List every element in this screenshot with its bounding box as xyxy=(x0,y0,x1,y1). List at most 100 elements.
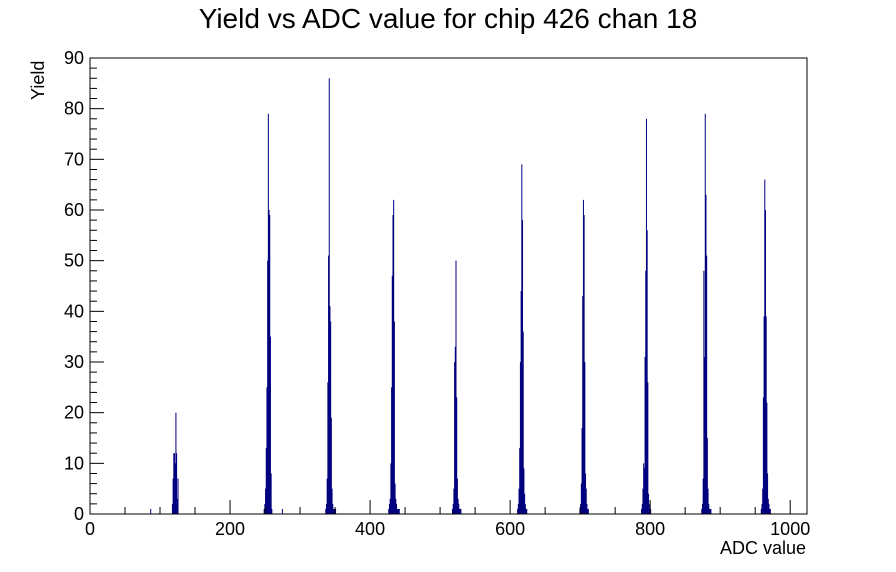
histogram-bar xyxy=(388,503,390,514)
histogram-bar xyxy=(176,498,178,514)
histogram-bar xyxy=(762,397,764,514)
histogram-bar xyxy=(172,478,174,514)
histogram-bar xyxy=(454,346,456,514)
histogram-bar xyxy=(519,362,521,514)
histogram-bar xyxy=(702,478,704,514)
histogram-bar xyxy=(397,508,399,514)
histogram-bar xyxy=(265,488,267,514)
histogram-bar xyxy=(523,468,525,514)
histogram-bar xyxy=(269,215,271,515)
histogram-bar xyxy=(586,503,588,514)
histogram-bar xyxy=(271,508,273,514)
chart-title: Yield vs ADC value for chip 426 chan 18 xyxy=(199,3,698,34)
histogram-bar xyxy=(456,478,458,514)
histogram-bar xyxy=(388,508,390,514)
histogram-bar xyxy=(643,468,645,514)
histogram-bar xyxy=(647,382,649,514)
histogram-bar xyxy=(268,210,270,514)
x-tick-label: 800 xyxy=(635,519,665,539)
histogram-bar xyxy=(393,199,395,514)
histogram-bar xyxy=(525,508,527,514)
histogram-bar xyxy=(585,488,587,514)
histogram-bar xyxy=(769,508,771,514)
histogram-bar xyxy=(522,331,524,514)
histogram-bar xyxy=(581,427,583,514)
histogram-bar xyxy=(766,402,768,514)
histogram-bar xyxy=(174,463,176,514)
y-tick-label: 50 xyxy=(64,251,84,271)
histogram-bar xyxy=(325,508,327,514)
histogram-bar xyxy=(704,113,706,514)
histogram-bar xyxy=(174,453,176,514)
histogram-bar xyxy=(281,508,283,514)
y-tick-label: 10 xyxy=(64,453,84,473)
histogram-bar xyxy=(458,503,460,514)
y-tick-label: 0 xyxy=(74,504,84,524)
histogram-bar xyxy=(395,498,397,514)
histogram-bar xyxy=(332,503,334,514)
histogram-bars xyxy=(150,78,771,515)
histogram-bar xyxy=(391,275,393,514)
histogram-bar xyxy=(580,483,582,514)
histogram-bar xyxy=(763,316,765,514)
y-tick-label: 90 xyxy=(64,48,84,68)
histogram-bar xyxy=(395,503,397,514)
histogram-bar xyxy=(330,417,332,514)
histogram-bar xyxy=(460,508,462,514)
histogram-bar xyxy=(517,503,519,514)
histogram-bar xyxy=(331,488,333,514)
histogram-bar xyxy=(584,362,586,514)
histogram-bar xyxy=(269,336,271,514)
histogram-bar xyxy=(582,296,584,514)
histogram-bar xyxy=(704,356,706,514)
histogram-bar xyxy=(706,438,708,514)
histogram-bar xyxy=(764,210,766,514)
histogram-bar xyxy=(392,215,394,515)
histogram-bar xyxy=(767,498,769,514)
histogram-bar xyxy=(454,362,456,514)
x-tick-label: 1000 xyxy=(770,519,810,539)
histogram-bar xyxy=(175,412,177,514)
histogram-bar xyxy=(389,498,391,514)
histogram-bar xyxy=(587,508,589,514)
histogram-bar xyxy=(644,356,646,514)
histogram-bar xyxy=(641,503,643,514)
y-tick-label: 30 xyxy=(64,352,84,372)
histogram-bar xyxy=(648,503,650,514)
histogram-bar xyxy=(267,113,269,514)
x-tick-label: 200 xyxy=(215,519,245,539)
histogram-bar xyxy=(459,508,461,514)
histogram-bar xyxy=(583,215,585,515)
histogram-bar xyxy=(764,179,766,514)
histogram-bar xyxy=(643,463,645,514)
histogram-bar xyxy=(332,508,334,514)
histogram-bar xyxy=(585,473,587,514)
histogram-bar xyxy=(762,488,764,514)
plot-frame xyxy=(89,57,808,515)
histogram-bar xyxy=(708,508,710,514)
histogram-bar xyxy=(459,508,461,514)
histogram-bar xyxy=(398,508,400,514)
histogram-bar xyxy=(522,220,524,514)
histogram-bar xyxy=(642,488,644,514)
histogram-bar xyxy=(769,508,771,514)
histogram-bar xyxy=(761,503,763,514)
histogram-bar xyxy=(709,508,711,514)
histogram-bar xyxy=(267,260,269,514)
histogram-bar xyxy=(327,382,329,514)
histogram-bar xyxy=(325,503,327,514)
histogram-bar xyxy=(641,508,643,514)
histogram-bar xyxy=(526,508,528,514)
histogram-bar xyxy=(457,498,459,514)
histogram-bar xyxy=(519,448,521,514)
histogram-bar xyxy=(390,463,392,514)
histogram-bar xyxy=(582,199,584,514)
histogram-bar xyxy=(263,508,265,514)
histogram-bar xyxy=(270,473,272,514)
x-tick-label: 600 xyxy=(495,519,525,539)
histogram-bar xyxy=(710,508,712,514)
histogram-bar xyxy=(455,260,457,514)
histogram-bar xyxy=(707,488,709,514)
histogram-bar xyxy=(177,478,179,514)
histogram-bar xyxy=(517,508,519,514)
